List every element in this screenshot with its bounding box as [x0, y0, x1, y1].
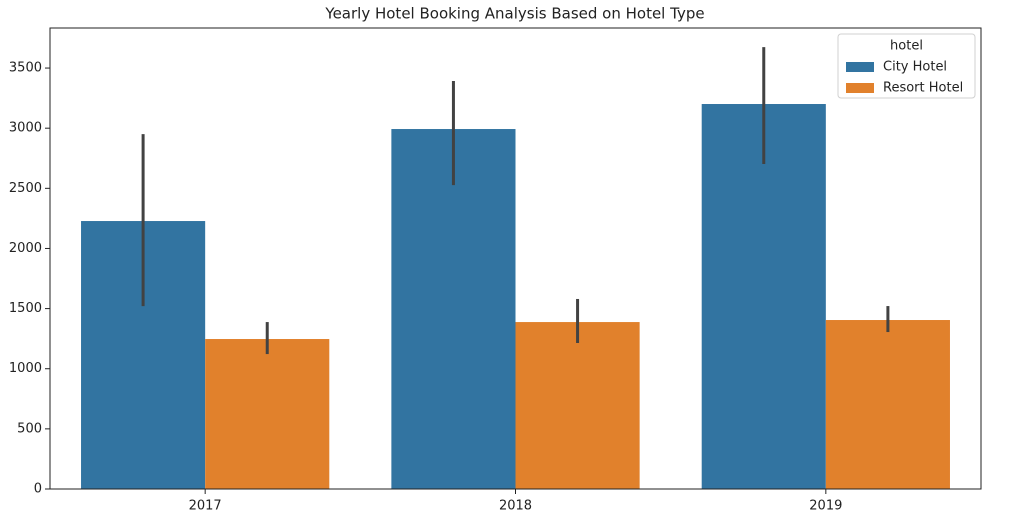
chart-title: Yearly Hotel Booking Analysis Based on H…	[324, 5, 704, 23]
bar	[391, 129, 516, 490]
y-tick-label: 3500	[9, 61, 42, 76]
y-tick-label: 1500	[9, 301, 42, 316]
bar	[205, 339, 330, 489]
bar	[825, 320, 950, 489]
axes-frame	[49, 27, 982, 490]
y-tick-label: 2000	[9, 241, 42, 256]
y-tick-label: 1000	[9, 361, 42, 376]
x-tick-label: 2017	[189, 499, 222, 514]
y-tick-label: 3000	[9, 121, 42, 136]
y-tick-label: 0	[34, 482, 42, 497]
y-tick-label: 500	[17, 421, 42, 436]
legend-swatch	[846, 83, 874, 93]
bar	[701, 104, 826, 490]
bar	[515, 322, 640, 489]
legend-label: City Hotel	[883, 60, 947, 75]
legend-swatch	[846, 62, 874, 72]
legend-title: hotel	[890, 39, 923, 54]
legend: hotel City Hotel Resort Hotel	[837, 33, 976, 99]
legend-box	[837, 33, 976, 99]
y-tick-label: 2500	[9, 181, 42, 196]
x-tick-label: 2018	[499, 499, 532, 514]
x-tick-label: 2019	[809, 499, 842, 514]
legend-label: Resort Hotel	[883, 81, 963, 96]
